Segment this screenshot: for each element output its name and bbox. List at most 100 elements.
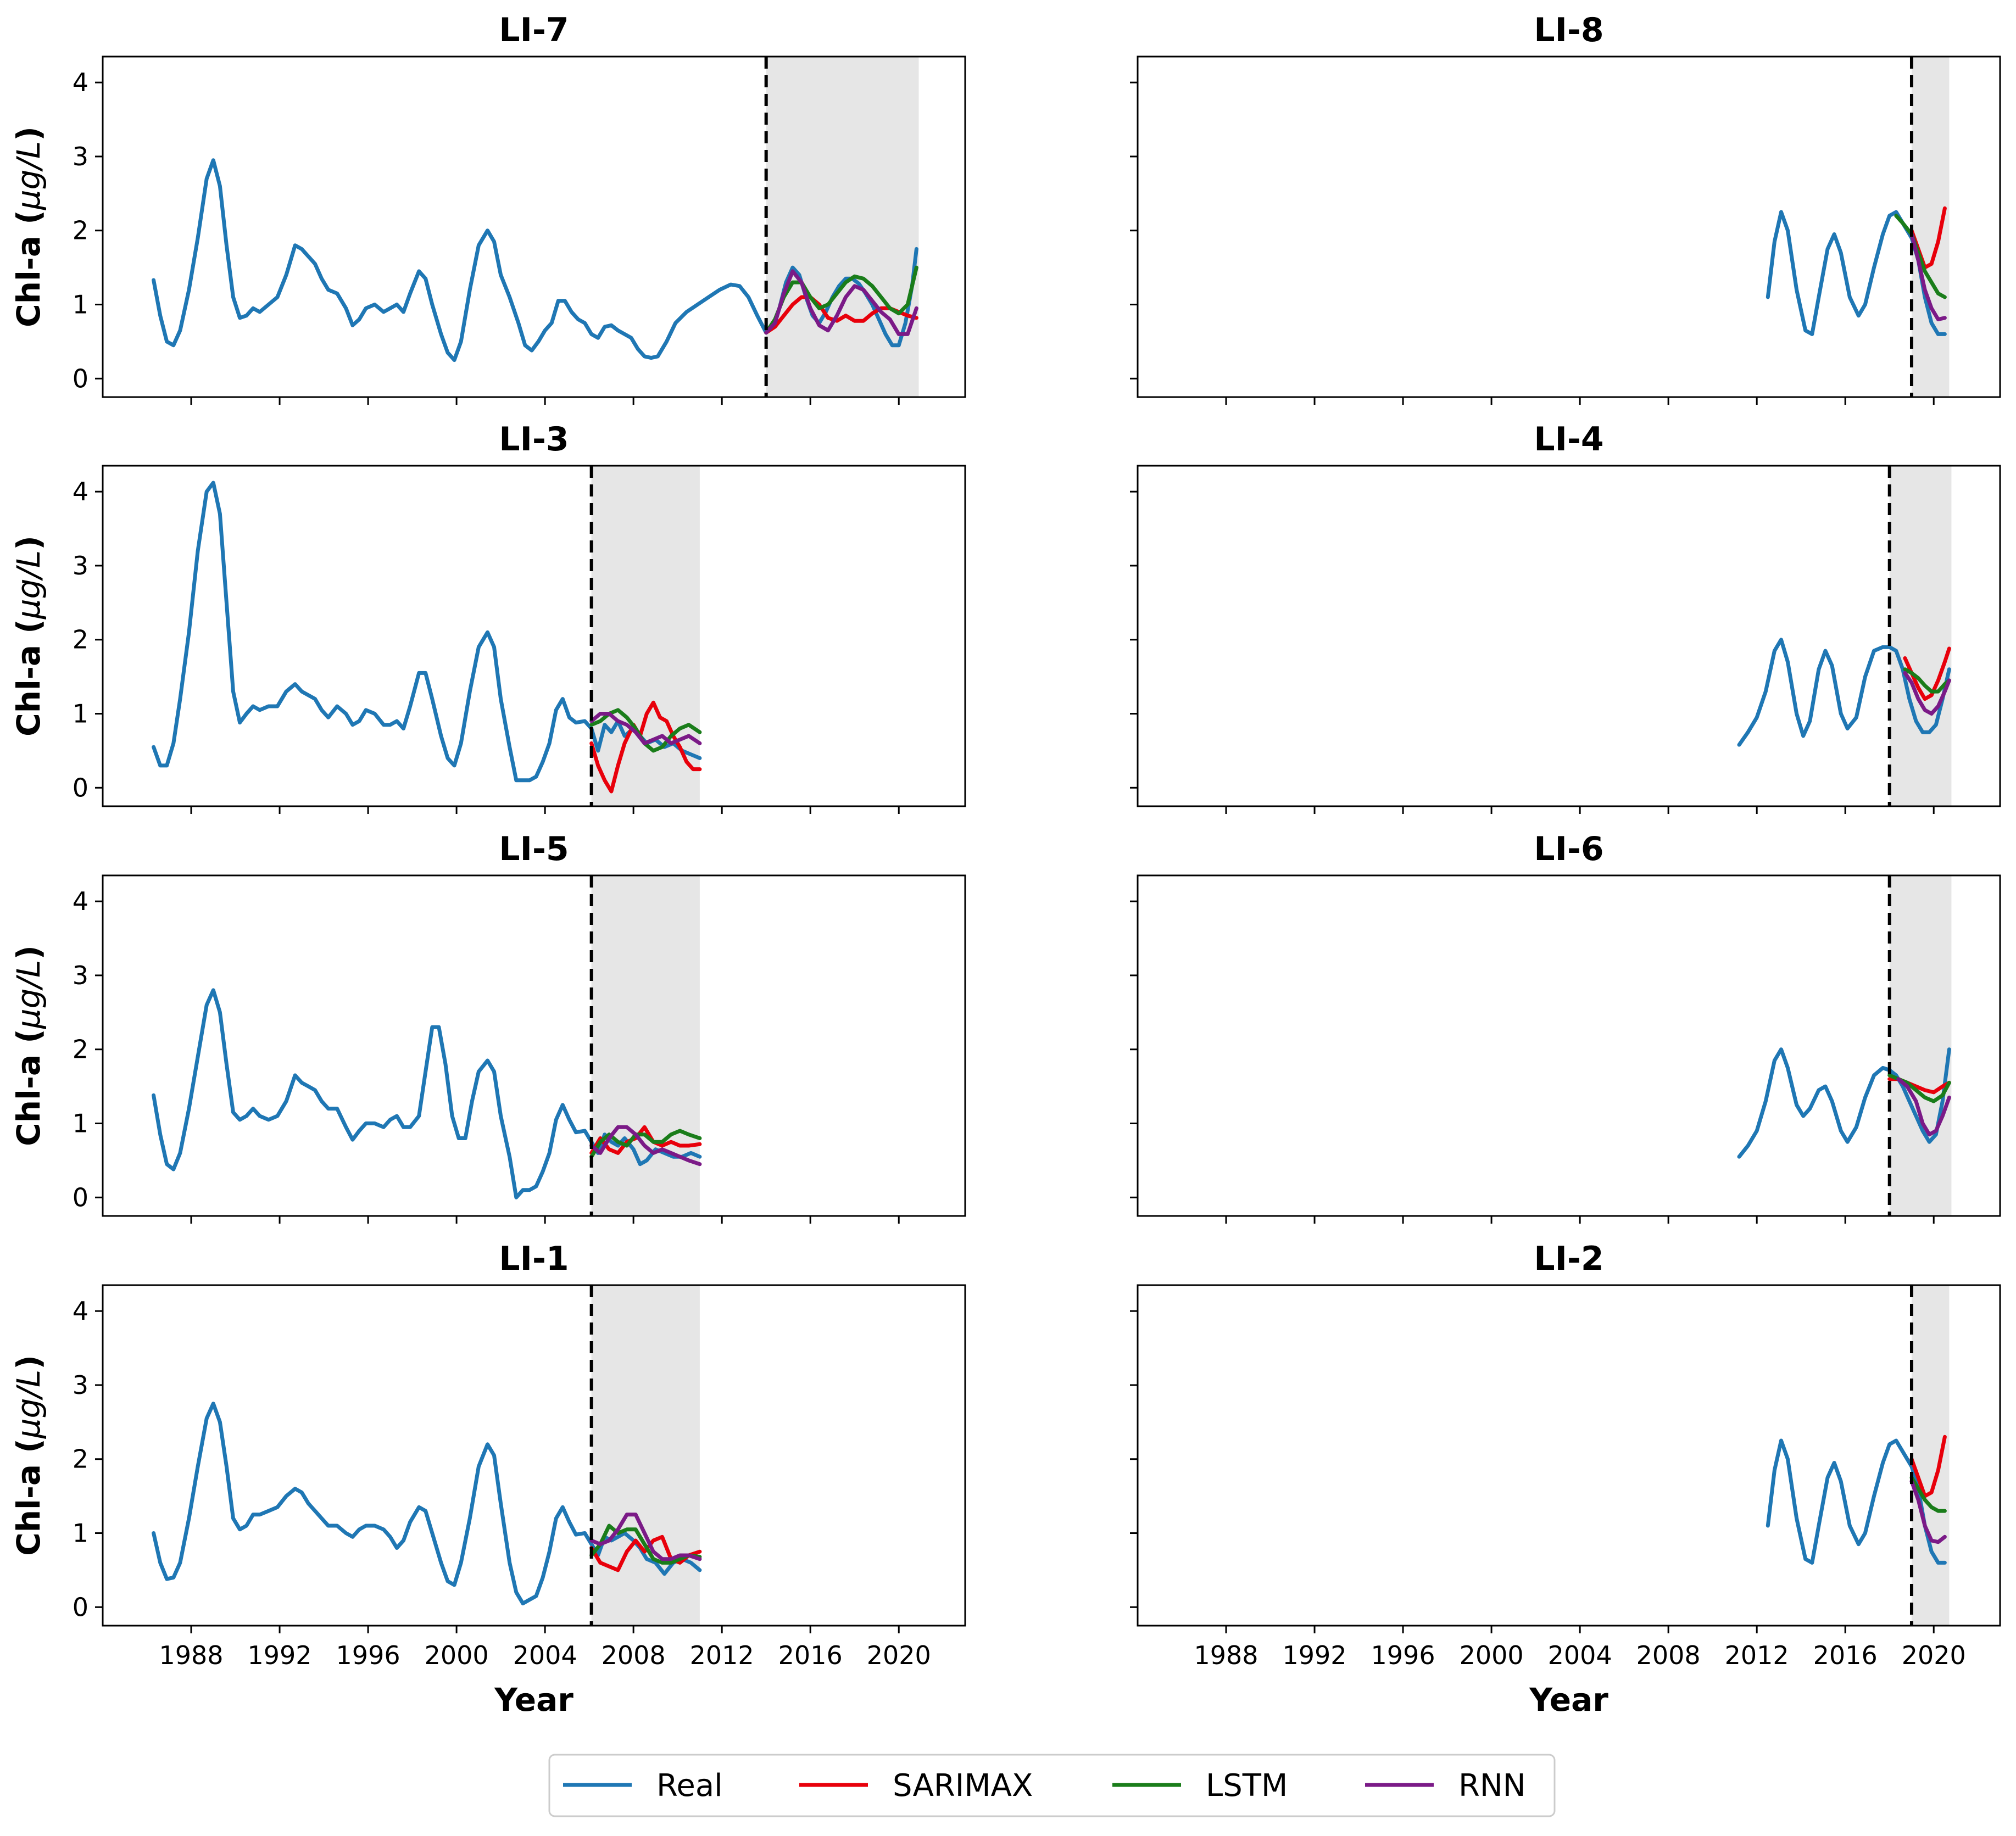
panel-title: LI-6 xyxy=(1534,830,1603,868)
series-line-real xyxy=(1737,638,1951,747)
forecast-shade xyxy=(1889,466,1952,806)
legend-label: RNN xyxy=(1458,1768,1526,1804)
y-axis-label-main: Chl-a ( xyxy=(10,1029,47,1146)
legend-item-real: Real xyxy=(563,1768,723,1804)
legend-label: LSTM xyxy=(1206,1768,1288,1804)
series-line-rnn xyxy=(589,712,702,745)
y-tick-label: 1 xyxy=(73,1109,88,1139)
panel-title: LI-8 xyxy=(1534,11,1603,49)
y-axis-label-unit: μg/L xyxy=(10,141,47,211)
series-line-rnn xyxy=(1909,1479,1947,1544)
series-line-lstm xyxy=(764,265,918,335)
x-tick-label: 2008 xyxy=(602,1640,666,1670)
panel-title: LI-1 xyxy=(499,1240,569,1278)
y-axis-label-main: Chl-a ( xyxy=(10,210,47,327)
y-axis-label: Chl-a (μg/L) xyxy=(10,126,47,327)
panel-title: LI-2 xyxy=(1534,1240,1603,1278)
y-axis-label-main: Chl-a ( xyxy=(10,1438,47,1556)
x-tick-label: 1996 xyxy=(336,1640,400,1670)
y-tick-label: 3 xyxy=(73,142,88,171)
x-tick-label: 2004 xyxy=(513,1640,577,1670)
y-axis-label-unit: μg/L xyxy=(10,550,47,620)
x-tick-label: 2016 xyxy=(1813,1640,1878,1670)
series-line-sarimax xyxy=(589,1534,702,1572)
series-line-rnn xyxy=(1909,232,1947,321)
y-tick-label: 1 xyxy=(73,699,88,729)
y-tick-label: 3 xyxy=(73,1370,88,1400)
y-tick-label: 0 xyxy=(73,1592,88,1622)
series-line-lstm xyxy=(1909,1475,1947,1513)
panel-li-7: LI-7 0 1 2 3 4 Chl-a (μg/L) xyxy=(10,11,966,405)
y-axis-label-close: ) xyxy=(10,945,47,960)
x-tick-label: 2000 xyxy=(425,1640,489,1670)
panel-title: LI-3 xyxy=(499,420,569,459)
x-tick-label: 2020 xyxy=(867,1640,931,1670)
x-axis-label: Year xyxy=(1529,1681,1608,1718)
series-line-lstm xyxy=(589,1524,702,1565)
y-tick-label: 0 xyxy=(73,773,88,802)
panel-li-3: LI-3 0 1 2 3 4 Chl-a (μg/L) xyxy=(10,420,966,814)
x-tick-label: 2008 xyxy=(1636,1640,1701,1670)
series-line-rnn xyxy=(764,269,918,336)
axes-frame xyxy=(1137,874,2001,1217)
panel-title: LI-4 xyxy=(1534,420,1603,459)
series-line-sarimax xyxy=(589,1125,702,1155)
panel-li-4: LI-4 xyxy=(1130,420,2001,814)
x-tick-label: 1992 xyxy=(1283,1640,1347,1670)
forecast-shade xyxy=(1889,875,1952,1216)
panel-title: LI-5 xyxy=(499,830,569,868)
legend-box xyxy=(548,1754,1556,1817)
y-axis-label-close: ) xyxy=(10,1355,47,1370)
x-tick-label: 2004 xyxy=(1548,1640,1612,1670)
y-tick-label: 3 xyxy=(73,551,88,581)
legend-item-sarimax: SARIMAX xyxy=(799,1768,1033,1804)
legend-label: SARIMAX xyxy=(893,1768,1033,1804)
x-tick-label: 2000 xyxy=(1460,1640,1524,1670)
y-tick-label: 4 xyxy=(73,477,88,506)
x-tick-label: 2012 xyxy=(1725,1640,1789,1670)
series-line-sarimax xyxy=(589,700,702,794)
x-tick-label: 1996 xyxy=(1371,1640,1435,1670)
y-tick-label: 4 xyxy=(73,1296,88,1326)
x-tick-label: 1988 xyxy=(159,1640,223,1670)
y-axis-label-unit: μg/L xyxy=(10,1370,47,1439)
y-axis-label-close: ) xyxy=(10,535,47,550)
series-line-lstm xyxy=(589,1129,702,1159)
y-axis-label-close: ) xyxy=(10,126,47,141)
axes-frame xyxy=(102,874,966,1217)
axes-frame xyxy=(1137,55,2001,398)
y-axis-label-main: Chl-a ( xyxy=(10,619,47,736)
series-line-rnn xyxy=(1896,1077,1951,1137)
legend-item-lstm: LSTM xyxy=(1112,1768,1288,1804)
panel-li-1: LI-1 0 1 2 3 4 1988 1992 1996 2000 2004 2008 2012 201… xyxy=(10,1240,966,1718)
y-tick-label: 2 xyxy=(73,625,88,655)
panel-li-5: LI-5 0 1 2 3 4 Chl-a (μg/L) xyxy=(10,830,966,1224)
y-axis-label-unit: μg/L xyxy=(10,960,47,1030)
y-tick-label: 2 xyxy=(73,1035,88,1064)
y-axis-label: Chl-a (μg/L) xyxy=(10,945,47,1146)
x-tick-label: 1992 xyxy=(248,1640,312,1670)
x-tick-label: 1988 xyxy=(1194,1640,1258,1670)
series-line-rnn xyxy=(589,1125,702,1167)
y-tick-label: 4 xyxy=(73,68,88,97)
y-tick-label: 2 xyxy=(73,216,88,245)
series-line-real xyxy=(1737,1047,1951,1159)
forecast-shade xyxy=(1911,1285,1950,1626)
x-tick-label: 2016 xyxy=(778,1640,843,1670)
y-tick-label: 1 xyxy=(73,290,88,320)
y-tick-label: 3 xyxy=(73,961,88,990)
panel-li-8: LI-8 xyxy=(1130,11,2001,405)
series-line-lstm xyxy=(1894,214,1947,299)
y-tick-label: 0 xyxy=(73,364,88,393)
forecast-shade xyxy=(1911,57,1950,397)
series-line-rnn xyxy=(589,1513,702,1561)
x-axis-label: Year xyxy=(494,1681,573,1718)
axes-frame xyxy=(102,55,966,398)
legend-label: Real xyxy=(656,1768,723,1804)
panel-title: LI-7 xyxy=(499,11,569,49)
y-tick-label: 4 xyxy=(73,886,88,916)
series-line-real xyxy=(152,481,702,783)
axes-frame xyxy=(102,1284,966,1627)
axes-frame xyxy=(1137,1284,2001,1627)
